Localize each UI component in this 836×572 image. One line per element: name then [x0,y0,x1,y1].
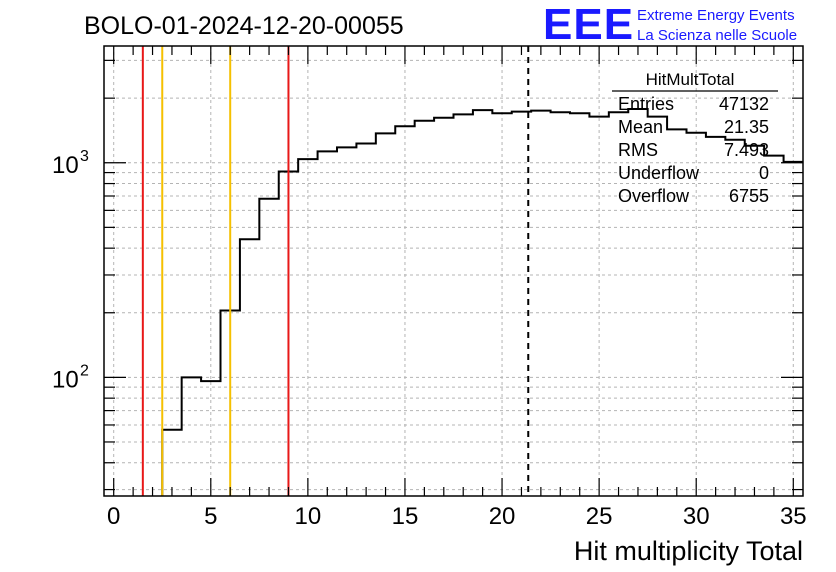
x-tick-label: 10 [295,503,322,530]
y-tick-label-exponent: 3 [80,148,89,165]
x-tick-label: 25 [586,503,613,530]
reference-lines [141,46,530,496]
stats-label: RMS [618,140,658,160]
stats-box: HitMultTotal Entries 47132 Mean 21.35 RMS 7.4… [612,70,778,206]
stats-value: 0 [759,163,769,183]
stats-value: 7.493 [724,140,769,160]
histogram-outline [161,108,803,496]
y-tick-label: 10 [52,152,79,179]
x-tick-label: 15 [392,503,419,530]
logo-line-2: La Scienza nelle Scuole [637,27,797,44]
x-axis-label: Hit multiplicity Total [574,536,803,566]
stats-value: 47132 [719,94,769,114]
histogram-series [161,108,803,496]
stats-label: Mean [618,117,663,137]
y-tick-label: 10 [52,366,79,393]
stats-title: HitMultTotal [646,70,735,89]
grid [104,46,803,496]
eee-logo-mark: EEE [543,0,634,49]
chart-title: BOLO-01-2024-12-20-00055 [84,12,404,40]
stats-label: Overflow [618,186,690,206]
x-tick-label: 20 [489,503,516,530]
x-tick-label: 35 [780,503,807,530]
x-tick-label: 5 [204,503,217,530]
eee-logo: EEE Extreme Energy Events La Scienza nel… [543,0,797,49]
y-tick-label-exponent: 2 [80,362,89,379]
plot-frame [103,45,804,497]
logo-line-1: Extreme Energy Events [637,7,795,24]
x-tick-label: 0 [107,503,120,530]
stats-rows: Entries 47132 Mean 21.35 RMS 7.493 Underflow 0 O… [618,94,769,206]
x-tick-label: 30 [683,503,710,530]
stats-label: Entries [618,94,674,114]
stats-value: 21.35 [724,117,769,137]
stats-value: 6755 [729,186,769,206]
stats-label: Underflow [618,163,700,183]
